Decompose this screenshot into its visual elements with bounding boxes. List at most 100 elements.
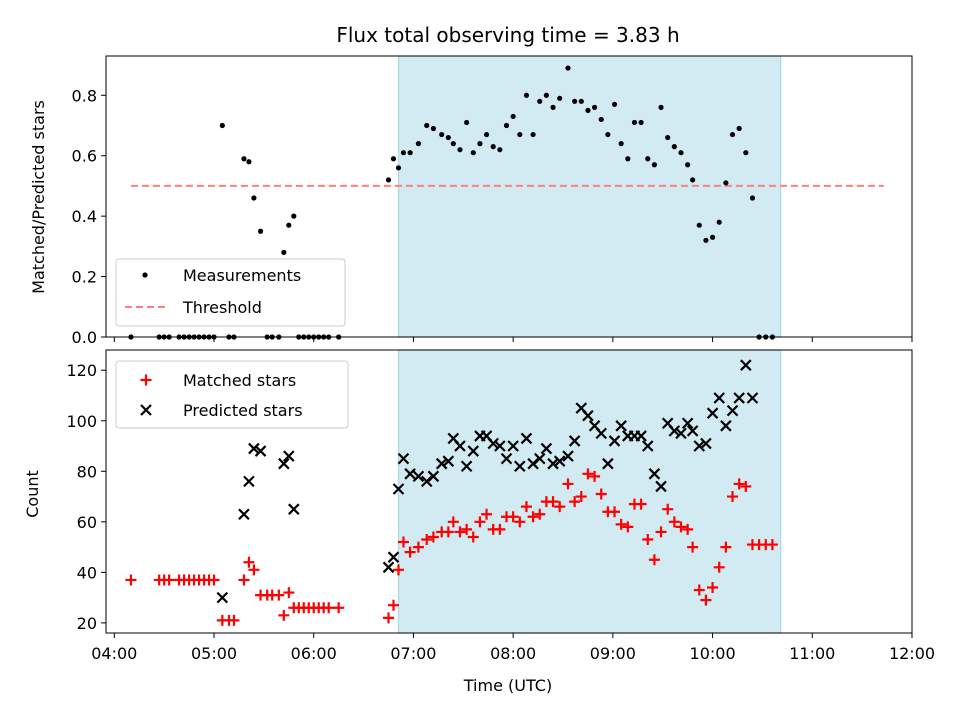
measurement-point (685, 162, 691, 168)
legend-predicted-marker (140, 404, 152, 416)
bottom-panel: 20 40 60 80 100 120 04:00 05:00 06:00 07:00 08:00 0… (66, 349, 935, 663)
bottom-x-tick-label: 09:00 (590, 644, 636, 663)
matched-point (520, 501, 532, 513)
matched-point (514, 516, 526, 528)
bottom-y-tick-label: 100 (66, 412, 97, 431)
matched-point (125, 574, 137, 586)
matched-point (648, 554, 660, 566)
matched-point (467, 531, 479, 543)
bottom-x-tick-label: 07:00 (390, 644, 436, 663)
predicted-point (397, 452, 410, 465)
measurement-point (477, 141, 483, 147)
legend-predicted-label: Predicted stars (183, 401, 303, 420)
top-y-tick-label: 0.4 (72, 207, 97, 226)
legend-box (115, 258, 346, 327)
measurement-point (385, 177, 392, 183)
measurement-point (736, 125, 742, 132)
predicted-point (500, 452, 513, 465)
top-series-measurements (128, 65, 776, 340)
matched-point (713, 561, 725, 573)
bottom-y-tick-label: 120 (66, 361, 97, 380)
matched-point (707, 582, 719, 594)
matched-point (454, 526, 466, 538)
top-y-tick-label: 0.0 (72, 328, 97, 347)
predicted-point (720, 420, 732, 432)
predicted-point (427, 470, 440, 483)
predicted-point (700, 437, 712, 450)
measurement-point (743, 150, 749, 156)
bottom-x-tick-label: 05:00 (191, 644, 237, 663)
measurement-point (219, 122, 225, 129)
measurement-point (286, 222, 292, 228)
matched-point (700, 594, 712, 606)
matched-point (562, 478, 574, 490)
matched-point (421, 534, 433, 546)
matched-point (392, 564, 404, 576)
predicted-point (435, 457, 448, 470)
measurement-point (281, 249, 287, 255)
legend-matched-label: Matched stars (183, 371, 296, 390)
predicted-point (693, 440, 706, 452)
measurement-point (457, 147, 463, 153)
predicted-point (547, 457, 559, 470)
measurement-point (251, 195, 257, 201)
x-axis-title: Time (UTC) (463, 676, 552, 695)
measurement-point (407, 150, 413, 156)
measurement-point (257, 228, 264, 234)
matched-point (655, 526, 667, 538)
matched-point (163, 574, 175, 586)
predicted-point (582, 409, 594, 422)
measurement-point (671, 144, 677, 150)
predicted-point (733, 392, 745, 404)
matched-point (662, 503, 674, 515)
matched-point (208, 574, 220, 586)
matched-point (675, 521, 687, 533)
top-observing-window-span (397, 55, 782, 338)
predicted-point (248, 442, 260, 455)
measurement-point (439, 131, 445, 138)
predicted-point (387, 551, 400, 563)
measurement-point (598, 116, 604, 123)
measurement-point (550, 104, 556, 110)
matched-point (333, 602, 345, 614)
predicted-point (713, 392, 726, 404)
predicted-point (726, 404, 739, 417)
matched-point (547, 496, 559, 508)
top-legend: Measurements Threshold (115, 258, 346, 327)
predicted-point (494, 440, 506, 452)
predicted-point (746, 392, 759, 404)
measurement-point (651, 162, 658, 168)
predicted-point (514, 460, 526, 473)
measurement-point (390, 156, 397, 162)
bottom-x-tick-label: 04:00 (91, 644, 137, 663)
predicted-point (533, 452, 546, 465)
measurement-point (246, 159, 252, 165)
measurement-point (291, 213, 297, 219)
matched-point (622, 521, 634, 533)
measurement-point (631, 119, 638, 126)
matched-point (397, 536, 409, 548)
matched-point (474, 516, 486, 528)
matched-point (582, 468, 594, 480)
top-panel: 0.0 0.2 0.4 0.6 0.8 Measurements Threshold (72, 55, 913, 347)
predicted-point (254, 445, 267, 457)
matched-point (554, 501, 566, 513)
measurement-point (578, 98, 584, 104)
measurement-point (703, 237, 709, 243)
predicted-point (288, 503, 300, 515)
predicted-point (648, 468, 661, 480)
measurement-point (490, 144, 496, 150)
measurement-point (645, 156, 651, 162)
predicted-point (487, 437, 499, 450)
matched-point (635, 498, 647, 510)
matched-point (442, 526, 454, 538)
matched-point (527, 511, 539, 523)
measurement-point (625, 156, 631, 162)
predicted-point (467, 445, 480, 457)
predicted-point (283, 450, 295, 462)
bottom-axes-frame (105, 349, 913, 634)
matched-point (412, 541, 424, 553)
predicted-point (602, 457, 614, 470)
predicted-point (238, 508, 250, 521)
